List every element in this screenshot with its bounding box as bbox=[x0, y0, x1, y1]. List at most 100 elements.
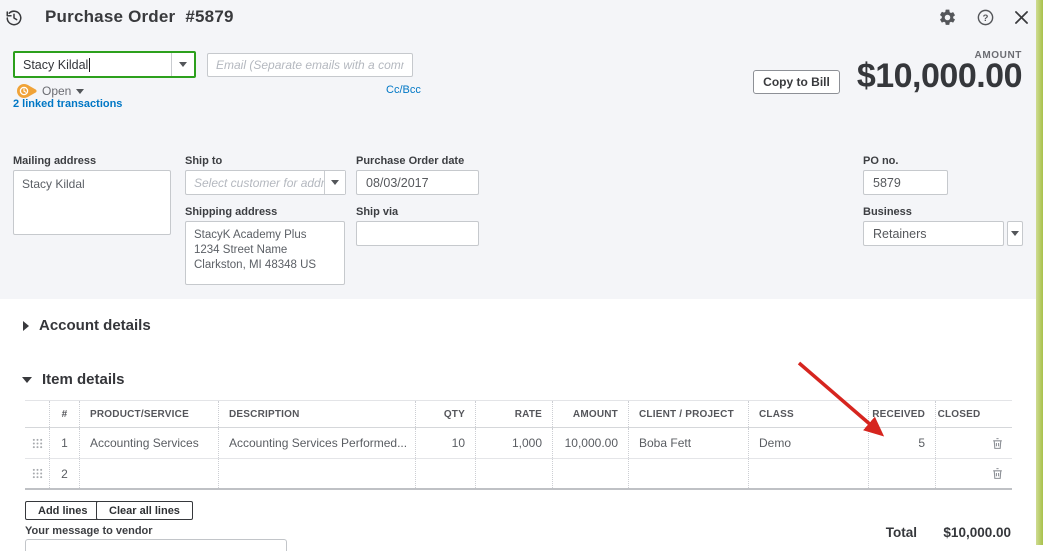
drag-dots-icon bbox=[32, 468, 42, 479]
closed-cell[interactable] bbox=[935, 428, 982, 458]
text-cursor bbox=[89, 57, 91, 72]
table-header-row: # PRODUCT/SERVICE DESCRIPTION QTY RATE A… bbox=[25, 401, 1012, 428]
linked-transactions-link[interactable]: 2 linked transactions bbox=[13, 98, 123, 110]
vendor-message-input[interactable] bbox=[25, 539, 287, 551]
chevron-down-icon bbox=[331, 180, 339, 185]
business-dropdown-button[interactable] bbox=[1007, 221, 1023, 246]
description-cell[interactable] bbox=[218, 459, 415, 488]
class-cell[interactable]: Demo bbox=[748, 428, 868, 458]
amount-cell[interactable]: 10,000.00 bbox=[552, 428, 628, 458]
ship-to-dropdown-button[interactable] bbox=[324, 171, 345, 194]
col-header-received: RECEIVED bbox=[868, 401, 935, 427]
account-details-toggle[interactable]: Account details bbox=[23, 317, 151, 334]
account-details-title: Account details bbox=[39, 317, 151, 334]
vendor-dropdown-button[interactable] bbox=[171, 53, 194, 76]
chevron-down-icon bbox=[1011, 231, 1019, 236]
amount-label: AMOUNT bbox=[974, 50, 1022, 61]
total-label: Total bbox=[885, 525, 917, 540]
description-cell[interactable]: Accounting Services Performed... bbox=[218, 428, 415, 458]
col-header-product: PRODUCT/SERVICE bbox=[79, 401, 218, 427]
total-value: $10,000.00 bbox=[943, 525, 1011, 540]
add-lines-button[interactable]: Add lines bbox=[25, 501, 101, 520]
rate-cell[interactable] bbox=[475, 459, 552, 488]
po-date-field[interactable]: 08/03/2017 bbox=[356, 170, 479, 195]
form-background bbox=[0, 0, 1043, 299]
gear-icon[interactable] bbox=[938, 8, 957, 27]
class-cell[interactable] bbox=[748, 459, 868, 488]
product-cell[interactable]: Accounting Services bbox=[79, 428, 218, 458]
received-cell[interactable]: 5 bbox=[868, 428, 935, 458]
ship-via-field[interactable] bbox=[356, 221, 479, 246]
item-details-table: # PRODUCT/SERVICE DESCRIPTION QTY RATE A… bbox=[25, 400, 1012, 490]
ship-via-label: Ship via bbox=[356, 206, 399, 218]
doc-type-label: Purchase Order bbox=[45, 7, 176, 26]
closed-cell[interactable] bbox=[935, 459, 982, 488]
col-header-qty: QTY bbox=[415, 401, 475, 427]
col-header-description: DESCRIPTION bbox=[218, 401, 415, 427]
business-field[interactable]: Retainers bbox=[863, 221, 1004, 246]
client-cell[interactable]: Boba Fett bbox=[628, 428, 748, 458]
rate-cell[interactable]: 1,000 bbox=[475, 428, 552, 458]
po-no-label: PO no. bbox=[863, 155, 899, 167]
delete-row-button[interactable] bbox=[982, 459, 1012, 488]
col-header-client: CLIENT / PROJECT bbox=[628, 401, 748, 427]
vendor-value[interactable]: Stacy Kildal bbox=[23, 57, 91, 72]
vendor-message-label: Your message to vendor bbox=[25, 525, 153, 537]
chevron-down-icon bbox=[22, 376, 32, 383]
po-date-label: Purchase Order date bbox=[356, 155, 465, 167]
col-header-rate: RATE bbox=[475, 401, 552, 427]
col-header-amount: AMOUNT bbox=[552, 401, 628, 427]
ship-to-select[interactable] bbox=[185, 170, 346, 195]
status-badge[interactable]: Open bbox=[17, 84, 85, 98]
help-icon[interactable]: ? bbox=[976, 8, 995, 27]
client-cell[interactable] bbox=[628, 459, 748, 488]
chevron-right-icon bbox=[23, 320, 29, 331]
table-row[interactable]: 1 Accounting Services Accounting Service… bbox=[25, 428, 1012, 459]
po-no-field[interactable]: 5879 bbox=[863, 170, 948, 195]
col-header-actions bbox=[982, 401, 1012, 427]
page-title: Purchase Order #5879 bbox=[45, 7, 234, 27]
amount-value: $10,000.00 bbox=[856, 57, 1023, 95]
drag-dots-icon bbox=[32, 438, 42, 448]
business-label: Business bbox=[863, 206, 912, 218]
vendor-select[interactable]: Stacy Kildal bbox=[13, 51, 196, 78]
amount-cell[interactable] bbox=[552, 459, 628, 488]
close-icon[interactable] bbox=[1012, 8, 1031, 27]
status-clock-icon bbox=[17, 84, 37, 98]
ship-to-input[interactable] bbox=[186, 171, 324, 194]
doc-number: #5879 bbox=[185, 7, 234, 26]
row-number: 2 bbox=[49, 459, 79, 488]
mailing-address-label: Mailing address bbox=[13, 155, 97, 167]
cc-bcc-link[interactable]: Cc/Bcc bbox=[386, 84, 421, 96]
trash-icon bbox=[992, 468, 1002, 479]
col-header-closed: CLOSED bbox=[935, 401, 982, 427]
item-details-toggle[interactable]: Item details bbox=[22, 371, 125, 388]
delete-row-button[interactable] bbox=[982, 428, 1012, 458]
row-number: 1 bbox=[49, 428, 79, 458]
ship-to-label: Ship to bbox=[185, 155, 223, 167]
drag-handle[interactable] bbox=[25, 428, 49, 458]
qty-cell[interactable] bbox=[415, 459, 475, 488]
drag-handle[interactable] bbox=[25, 459, 49, 488]
trash-icon bbox=[992, 437, 1002, 449]
shipping-address-label: Shipping address bbox=[185, 206, 278, 218]
col-header-num: # bbox=[49, 401, 79, 427]
mailing-address-field[interactable]: Stacy Kildal bbox=[13, 170, 171, 235]
chevron-down-icon bbox=[76, 88, 85, 94]
drag-column-header bbox=[25, 401, 49, 427]
qty-cell[interactable]: 10 bbox=[415, 428, 475, 458]
svg-text:?: ? bbox=[983, 13, 989, 24]
clear-all-lines-button[interactable]: Clear all lines bbox=[96, 501, 193, 520]
copy-to-bill-button[interactable]: Copy to Bill bbox=[753, 70, 840, 94]
col-header-class: CLASS bbox=[748, 401, 868, 427]
history-icon[interactable] bbox=[5, 9, 23, 27]
table-row[interactable]: 2 bbox=[25, 459, 1012, 490]
item-details-title: Item details bbox=[42, 371, 125, 388]
status-label: Open bbox=[42, 84, 72, 98]
chevron-down-icon bbox=[179, 62, 187, 67]
email-input[interactable] bbox=[207, 53, 413, 77]
shipping-address-field[interactable]: StacyK Academy Plus 1234 Street Name Cla… bbox=[185, 221, 345, 285]
product-cell[interactable] bbox=[79, 459, 218, 488]
received-cell[interactable] bbox=[868, 459, 935, 488]
